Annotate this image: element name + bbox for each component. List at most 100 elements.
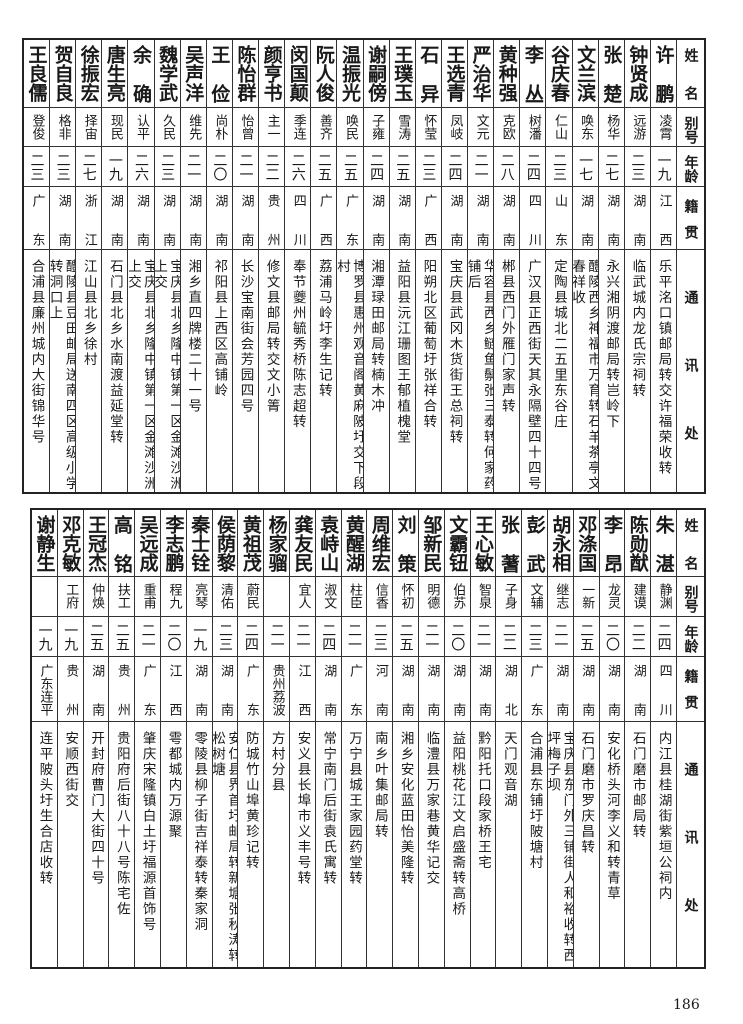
record-address-cell: 石门磨市邮局转 — [625, 722, 650, 967]
record-alias: 伯苏 — [450, 583, 466, 609]
record-name-cell: 徐振宏 — [76, 40, 102, 108]
record-alias: 雪涛 — [395, 114, 411, 140]
record-alias-cell: 现民 — [102, 108, 128, 147]
record-native: 四川 — [525, 194, 541, 246]
record-native: 贵州荔波 — [269, 664, 285, 716]
record-age-cell: 二〇 — [161, 617, 186, 657]
record-native: 湖南 — [450, 664, 466, 716]
record-address: 天门观音湖 — [500, 731, 517, 809]
record-address-cell: 内江县桂湖街紫垣公祠内 — [651, 722, 676, 967]
record-native-cell: 江西 — [290, 657, 315, 722]
record-address: 防城竹山埠黄珍记转 — [242, 731, 259, 871]
record-alias-cell: 杨华 — [598, 108, 624, 147]
record-native-cell: 湖南 — [128, 187, 154, 250]
record-column: 黄醒湖 柱臣 二一 广东 万宁县城王家园药堂转 — [340, 510, 367, 967]
record-address-cell: 方村分县 — [264, 722, 289, 967]
header-alias: 别号 — [682, 585, 699, 613]
record-native: 湖南 — [447, 194, 463, 246]
record-age: 一七 — [577, 153, 594, 181]
record-column: 高铭 扶工 二五 贵州 贵阳府后街八十八号陈宅佐 — [108, 510, 135, 967]
record-address: 定陶县城北二五里东谷庄 — [550, 259, 567, 430]
record-address: 益阳县沅江珊图王郁植槐堂 — [394, 259, 411, 445]
record-name: 李昂 — [601, 515, 623, 573]
header-cell-address: 通讯处 — [677, 722, 704, 967]
record-column: 张蓍 子身 二二 湖北 天门观音湖 — [495, 510, 522, 967]
record-name-cell: 吴声洋 — [180, 40, 206, 108]
record-name-cell: 李志鹏 — [161, 510, 186, 577]
record-address: 合浦县东铺圩陂塘村 — [526, 731, 543, 871]
record-alias: 重甫 — [140, 583, 156, 609]
record-alias-cell: 扶工 — [109, 577, 135, 617]
record-native-cell: 贵州 — [57, 657, 83, 722]
record-alias-cell: 凌霄 — [650, 108, 676, 147]
record-address: 宝庆县北乡隆中镇第一区金滩沙洲上交 — [154, 259, 180, 492]
record-age-cell: 一九 — [650, 147, 676, 187]
record-age: 二三 — [550, 153, 567, 181]
record-age-cell: 二〇 — [206, 147, 232, 187]
record-name-cell: 李丛 — [520, 40, 546, 108]
record-address: 宝庆县东门外三铺街人和裕收转西坪梅子坝 — [548, 731, 573, 964]
record-name-cell: 贺自良 — [50, 40, 76, 108]
record-alias-cell: 继志 — [548, 577, 573, 617]
record-native-cell: 湖南 — [494, 187, 520, 250]
record-age: 二一 — [472, 153, 489, 181]
record-name-cell: 余确 — [128, 40, 154, 108]
record-alias: 子雍 — [369, 114, 385, 140]
record-native: 广东 — [243, 664, 259, 716]
record-native: 湖南 — [579, 664, 595, 716]
record-name: 谢静生 — [33, 515, 56, 572]
record-address-cell: 奉节夔州毓秀桥陈志超转 — [285, 250, 310, 492]
record-age: 二二 — [629, 623, 646, 651]
record-native-cell: 广东连平 — [32, 657, 57, 722]
record-alias-cell: 程九 — [161, 577, 186, 617]
record-age-cell: 二三 — [23, 147, 49, 187]
record-address: 益阳桃花江文启盛斋转高桥 — [449, 731, 466, 917]
record-age: 二一 — [423, 623, 440, 651]
record-column: 吴声洋 维先 二一 湖南 湘乡直四牌楼二十一号 — [179, 40, 206, 492]
record-address: 内江县桂湖街紫垣公祠内 — [655, 731, 672, 902]
record-age-cell: 二三 — [415, 147, 441, 187]
record-column: 吴远成 重甫 二一 广东 肇庆宋隆镇白土圩福源首饰号 — [134, 510, 161, 967]
record-column: 王璞玉 雪涛 二五 湖南 益阳县沅江珊图王郁植槐堂 — [388, 40, 415, 492]
record-native-cell: 四川 — [285, 187, 311, 250]
record-age: 二六 — [289, 153, 306, 181]
record-name-cell: 谢静生 — [32, 510, 57, 577]
record-address: 雩都城内万源聚 — [165, 731, 182, 840]
record-address-cell: 常宁南门后街袁氏寓转 — [316, 722, 341, 967]
record-address: 华容县西乡鲢鱼鬃张三泰转何家药铺后 — [468, 259, 494, 492]
record-native-cell: 湖南 — [212, 657, 238, 722]
record-address-cell: 长沙宝南街会芳园四号 — [233, 250, 258, 492]
record-column: 温振光 唤民 二五 广东 博罗县惠州观音阁黄麻陂圩交下段村 — [336, 40, 363, 492]
record-native-cell: 湖南 — [468, 187, 494, 250]
record-name: 袁峙山 — [317, 515, 340, 572]
record-name: 李丛 — [521, 45, 544, 103]
record-name: 魏学武 — [156, 45, 179, 102]
record-age-cell: 二四 — [238, 617, 264, 657]
record-alias: 仲焕 — [89, 583, 105, 609]
record-age: 二〇 — [165, 623, 182, 651]
record-name-cell: 张蓍 — [496, 510, 522, 577]
record-native: 湖南 — [133, 194, 149, 246]
record-address-cell: 宝庆县东门外三铺街人和裕收转西坪梅子坝 — [548, 722, 573, 967]
record-native: 山东 — [551, 194, 567, 246]
record-alias-cell: 子身 — [496, 577, 522, 617]
record-alias-cell: 远游 — [624, 108, 650, 147]
record-address-cell: 江山县北乡徐村 — [76, 250, 101, 492]
record-age: 二五 — [397, 623, 414, 651]
record-alias-cell — [264, 577, 290, 617]
record-age-cell: 二四 — [363, 147, 389, 187]
record-name-cell: 文兰滨 — [572, 40, 598, 108]
record-address: 贵阳府后街八十八号陈宅佐 — [113, 731, 130, 917]
record-age: 二四 — [524, 153, 541, 181]
record-address-cell: 醴陵县豆田邮局送南四区高级小学转洞口上 — [50, 250, 75, 492]
record-native-cell: 广东 — [341, 657, 367, 722]
record-address-cell: 零陵县柳子街吉祥泰转秦家洞 — [187, 722, 212, 967]
record-column: 张楚 杨华 二七 湖南 永兴湘阴渡邮局转岂岭下 — [597, 40, 624, 492]
record-address-cell: 临武城内龙氏宗祠转 — [625, 250, 650, 492]
record-name-cell: 黄种强 — [494, 40, 520, 108]
record-age-cell: 二四 — [315, 617, 341, 657]
record-address-cell: 安顺西街交 — [58, 722, 83, 967]
record-column: 石异 怀莹 二三 广西 阳朔北区葡萄圩张祥合转 — [414, 40, 441, 492]
record-age: 二三 — [371, 623, 388, 651]
record-native: 湖南 — [605, 664, 620, 716]
